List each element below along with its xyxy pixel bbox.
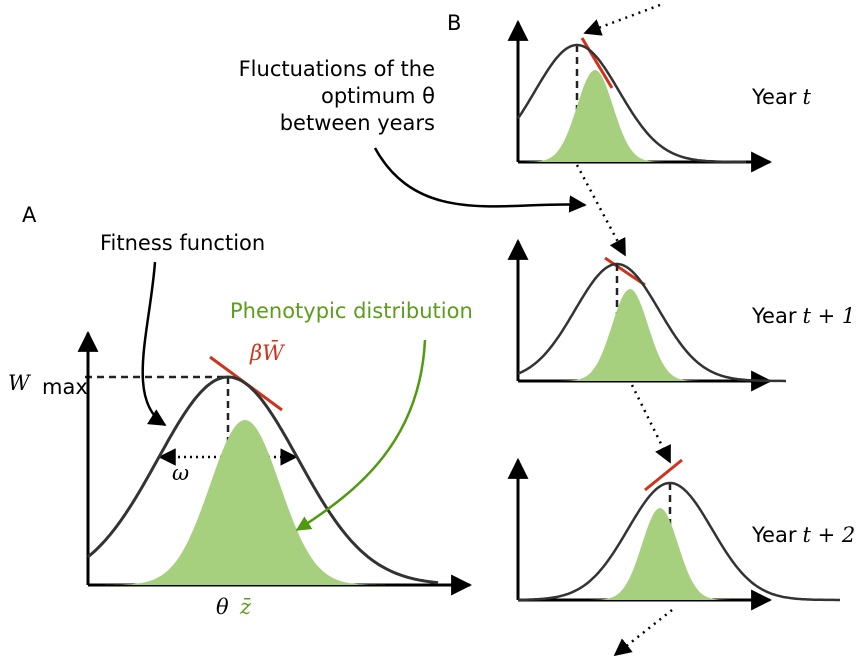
year-label: Year t + 1 <box>751 304 855 328</box>
phenotype-density <box>105 420 385 585</box>
gradient-tangent <box>580 37 614 89</box>
arrow <box>373 147 587 213</box>
dotted-arrows <box>575 3 673 657</box>
year-label: Year t <box>751 85 811 109</box>
year-word: Year <box>751 85 797 109</box>
gradient-tangent <box>604 256 646 287</box>
panel-label: A <box>22 203 37 227</box>
fitness-label: Fitness function <box>100 231 265 255</box>
arrow <box>295 339 427 532</box>
year-label: Year t + 2 <box>751 523 855 547</box>
w-max-subscript: max <box>42 375 88 399</box>
phenotype-label: Phenotypic distribution <box>230 299 473 323</box>
width-label: ω <box>172 461 189 485</box>
year-time: t + 2 <box>802 523 855 547</box>
year-time: t + 1 <box>802 304 855 328</box>
year-word: Year <box>751 304 797 328</box>
fitness-curve <box>87 375 439 585</box>
fluctuation-text: between years <box>280 111 435 135</box>
w-max-symbol: W <box>8 371 32 395</box>
fitness-curve <box>516 43 746 164</box>
year-time: t <box>802 85 811 109</box>
optimum-label: θ <box>216 595 229 619</box>
year-word: Year <box>751 523 797 547</box>
fitness-curve <box>517 262 786 383</box>
mean-label: z̄ <box>239 595 252 619</box>
phenotype-density <box>523 70 667 162</box>
arrow <box>141 261 167 427</box>
phenotype-density <box>558 289 702 381</box>
fluctuation-text: Fluctuations of the <box>239 57 435 81</box>
fluctuation-text: optimum θ <box>321 84 435 108</box>
gradient-tangent <box>644 458 683 492</box>
gradient-label: βW̄ <box>249 340 286 365</box>
phenotype-density <box>588 508 732 600</box>
panel-label: B <box>447 11 461 35</box>
fitness-curve <box>518 481 840 602</box>
